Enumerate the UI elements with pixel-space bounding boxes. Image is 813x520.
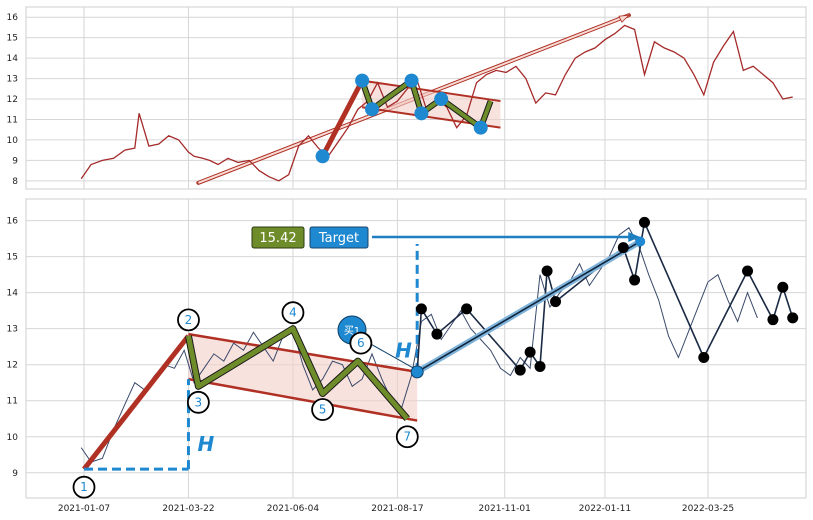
target-text-label: Target [318, 231, 359, 246]
bottom-overlay [82, 216, 799, 471]
bottom-x-tick-label: 2021-01-07 [58, 504, 110, 514]
top-pivot-dot [434, 92, 449, 107]
top-pivot-dot [355, 73, 370, 88]
top-y-tick-label: 13 [7, 75, 18, 85]
height-label-1: H [197, 432, 214, 456]
top-y-tick-label: 9 [12, 156, 18, 166]
bottom-y-tick-label: 15 [7, 253, 18, 263]
post-breakout-dot [629, 274, 641, 286]
bottom-x-tick-label: 2021-08-17 [371, 504, 423, 514]
breakout-dot [410, 365, 424, 379]
post-breakout-dot [550, 296, 562, 308]
bottom-x-tick-label: 2021-06-04 [267, 504, 320, 514]
bottom-y-tick-label: 13 [7, 325, 18, 335]
top-pivot-dot [414, 106, 429, 121]
flagpole-line [82, 334, 191, 471]
post-breakout-dot [617, 242, 629, 254]
pivot-number-label: 6 [357, 336, 365, 350]
pivot-number-circle [349, 331, 373, 355]
height-label-2: H [395, 339, 412, 363]
top-overlay-front [315, 73, 501, 164]
top-channel-upper [361, 79, 501, 103]
post-breakout-dot [431, 328, 443, 340]
post-breakout-dot [638, 216, 650, 228]
bottom-y-tick-label: 16 [7, 217, 19, 227]
pivot-number-label: 2 [185, 313, 193, 327]
pivot-number-circle [177, 308, 200, 332]
pivot-number-label: 3 [195, 395, 203, 409]
top-trend-arrow-head [618, 14, 631, 23]
bottom-y-tick-label: 9 [12, 469, 18, 479]
target-value-pill [251, 226, 305, 249]
pivot-number-label: 4 [289, 306, 297, 320]
pivot-number-circle [186, 390, 210, 414]
bottom-x-tick-label: 2021-03-22 [162, 504, 214, 514]
post-breakout-dot [534, 361, 546, 373]
top-y-ticks: 8 9 10 11 12 13 14 15 16 [7, 13, 19, 187]
bottom-y-tick-label: 14 [7, 289, 19, 299]
pivot-number-circle [281, 301, 305, 325]
zigzag-line [186, 326, 410, 421]
top-y-tick-label: 10 [7, 136, 19, 146]
bottom-x-tick-label: 2021-11-01 [479, 504, 531, 514]
top-pivot-dot [473, 120, 488, 135]
post-breakout-dot [787, 312, 799, 324]
top-y-tick-label: 16 [7, 13, 19, 23]
pivot-number-circle [311, 398, 334, 421]
target-text-pill [309, 226, 369, 249]
top-y-tick-label: 8 [12, 177, 18, 187]
top-y-tick-label: 15 [7, 34, 18, 44]
target-value-label: 15.42 [259, 231, 296, 246]
bottom-x-ticks: 2021-01-07 2021-03-22 2021-06-04 2021-08-17… [58, 504, 734, 514]
post-breakout-dot [541, 265, 553, 277]
post-breakout-dot [777, 281, 789, 293]
post-breakout-dot [524, 346, 536, 358]
pivot-number-label: 5 [319, 403, 327, 417]
pivot-number-label: 7 [403, 430, 411, 444]
post-breakout-dot [415, 303, 427, 315]
top-grid [26, 7, 806, 189]
pivot-number-circle [72, 475, 96, 499]
top-flagpole [320, 79, 365, 158]
bottom-x-tick-label: 2022-03-25 [682, 504, 734, 514]
target-dot [635, 236, 646, 247]
target-projection-line [416, 240, 641, 373]
post-breakout-dot [742, 265, 754, 277]
post-breakout-dot [698, 352, 710, 364]
bottom-y-ticks: 9 10 11 12 13 14 15 16 [7, 217, 19, 479]
post-breakout-dot [461, 303, 473, 315]
top-pivot-dot [315, 149, 330, 164]
top-y-tick-label: 14 [7, 54, 19, 64]
top-pivot-dot [404, 73, 419, 88]
top-panel: 8 9 10 11 12 13 14 15 16 [7, 6, 807, 190]
target-arrow-head [628, 232, 641, 242]
post-breakout-dot [767, 314, 779, 326]
bottom-x-tick-label: 2022-01-11 [579, 504, 631, 514]
post-breakout-dot [514, 364, 526, 376]
bottom-y-tick-label: 10 [7, 433, 19, 443]
pivot-number-circle [395, 425, 419, 449]
channel-lower-line [188, 377, 418, 422]
pivot-number-label: 1 [80, 480, 88, 494]
top-pivot-dot [365, 102, 379, 117]
bottom-y-tick-label: 11 [7, 397, 18, 407]
top-y-tick-label: 12 [7, 95, 18, 105]
top-y-tick-label: 11 [7, 115, 18, 125]
bottom-y-tick-label: 12 [7, 361, 18, 371]
